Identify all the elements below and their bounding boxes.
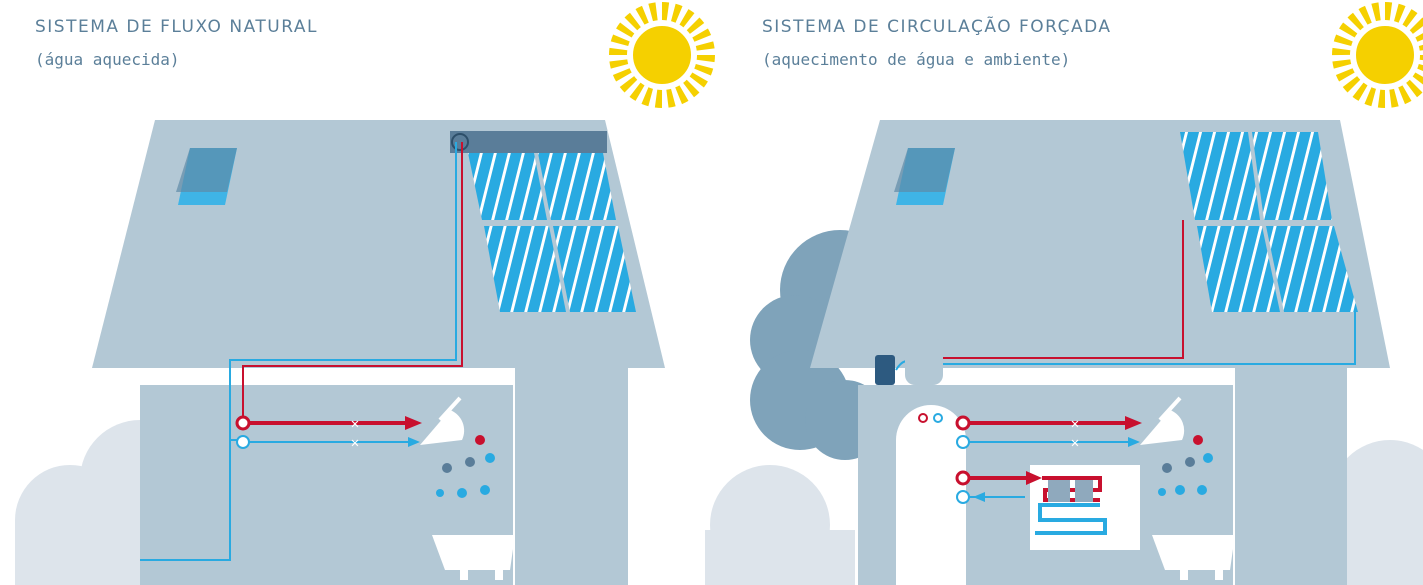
- pipes-house: ✕ ✕: [235, 396, 515, 580]
- title: SISTEMA DE CIRCULAÇÃO FORÇADA: [762, 15, 1112, 37]
- subtitle: (água aquecida): [35, 50, 180, 69]
- sun: [1332, 2, 1423, 108]
- solar-panels: [1180, 132, 1358, 312]
- svg-text:✕: ✕: [351, 416, 359, 432]
- solar-panels: [450, 131, 636, 312]
- pipes-house: ✕ ✕: [955, 396, 1235, 580]
- title: SISTEMA DE FLUXO NATURAL: [35, 17, 318, 37]
- tanks: [875, 338, 966, 585]
- sun: [609, 2, 715, 108]
- svg-text:✕: ✕: [1071, 435, 1079, 451]
- subtitle: (aquecimento de água e ambiente): [762, 50, 1070, 69]
- svg-text:✕: ✕: [1071, 416, 1079, 432]
- cloud: [705, 440, 1423, 585]
- svg-text:✕: ✕: [351, 435, 359, 451]
